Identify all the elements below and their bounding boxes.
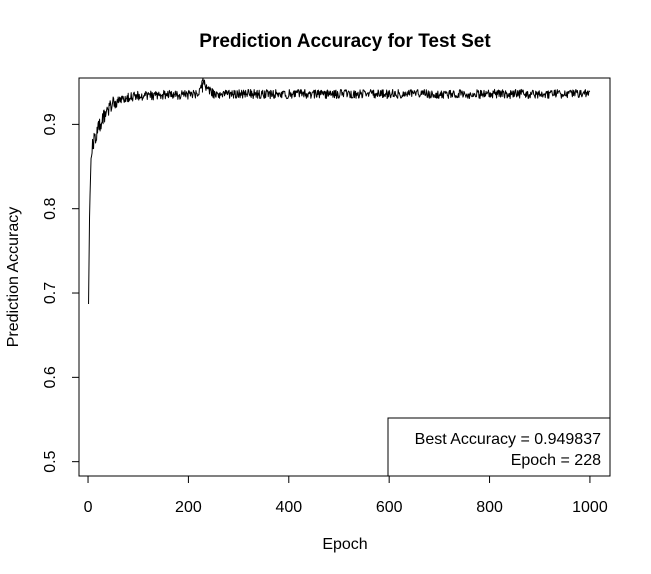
x-axis-label: Epoch <box>322 536 367 553</box>
x-tick-label: 1000 <box>572 499 608 516</box>
y-axis-label: Prediction Accuracy <box>5 207 22 348</box>
legend-best-epoch: Epoch = 228 <box>511 452 601 469</box>
legend-best-accuracy: Best Accuracy = 0.949837 <box>415 431 601 448</box>
y-tick-label: 0.5 <box>42 450 59 472</box>
y-tick-label: 0.6 <box>42 366 59 388</box>
x-tick-label: 200 <box>175 499 202 516</box>
series-line <box>88 77 591 304</box>
x-tick-label: 600 <box>376 499 403 516</box>
x-axis: 0 200 400 600 800 1000 <box>84 475 608 516</box>
y-tick-label: 0.9 <box>42 113 59 135</box>
plot-frame <box>78 77 611 477</box>
x-tick-label: 400 <box>275 499 302 516</box>
legend: Best Accuracy = 0.949837 Epoch = 228 <box>387 417 611 477</box>
y-tick-label: 0.7 <box>42 282 59 304</box>
series-layer <box>88 77 591 304</box>
legend-box <box>387 417 611 477</box>
chart-title: Prediction Accuracy for Test Set <box>199 31 491 52</box>
x-tick-label: 0 <box>84 499 93 516</box>
y-axis: 0.5 0.6 0.7 0.8 0.9 <box>42 113 80 473</box>
y-tick-label: 0.8 <box>42 197 59 219</box>
x-tick-label: 800 <box>476 499 503 516</box>
